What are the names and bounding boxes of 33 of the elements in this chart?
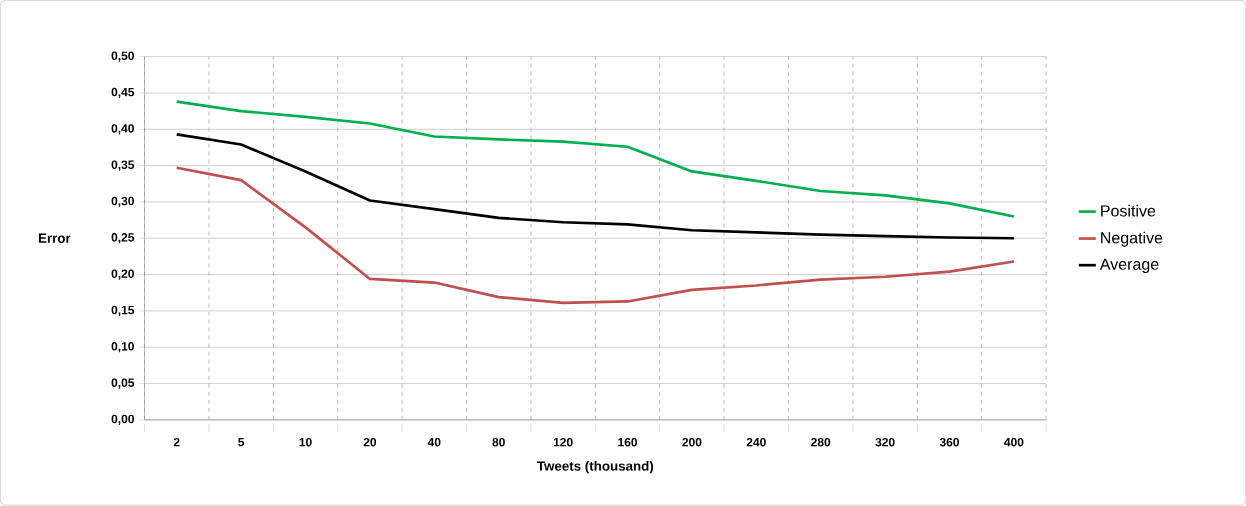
x-tick-label: 240	[746, 438, 766, 447]
x-tick-label: 10	[299, 438, 312, 447]
y-tick-label: 0,15	[111, 306, 135, 317]
y-tick-label: 0,35	[111, 160, 135, 171]
x-tick-label: 2	[173, 438, 180, 447]
y-tick-label: 0,50	[111, 51, 134, 62]
y-tick-label: 0,40	[111, 124, 134, 135]
legend-label: Negative	[1101, 231, 1163, 247]
x-tick-label: 120	[553, 438, 573, 447]
y-tick-label: 0,05	[111, 378, 135, 389]
x-axis-title: Tweets (thousand)	[537, 461, 654, 474]
x-tick-label: 200	[682, 438, 702, 447]
line-series	[175, 100, 1016, 219]
x-tick-label: 20	[363, 438, 377, 447]
y-axis-title: Error	[38, 233, 71, 244]
x-tick-label: 5	[238, 438, 245, 447]
y-tick-label: 0,20	[111, 269, 134, 280]
line-series	[175, 133, 1016, 240]
y-tick-label: 0,25	[111, 233, 135, 244]
x-tick-label: 280	[811, 438, 831, 447]
y-tick-label: 0,10	[111, 342, 134, 353]
legend-label: Average	[1099, 258, 1159, 274]
x-tick-label: 160	[618, 438, 638, 447]
y-tick-label: 0,00	[111, 414, 134, 426]
x-tick-label: 360	[939, 438, 960, 447]
x-tick-label: 400	[1004, 438, 1024, 447]
y-tick-label: 0,45	[111, 88, 135, 99]
line-series	[175, 166, 1016, 305]
y-tick-label: 0,30	[111, 197, 134, 208]
x-tick-label: 320	[875, 438, 895, 447]
x-tick-label: 40	[427, 438, 441, 447]
x-tick-label: 80	[492, 438, 505, 447]
legend-label: Positive	[1101, 205, 1156, 217]
